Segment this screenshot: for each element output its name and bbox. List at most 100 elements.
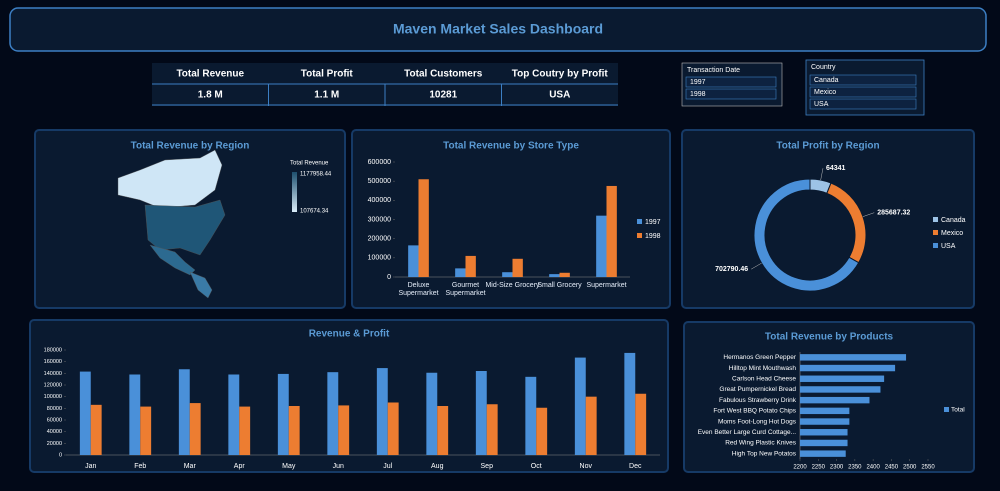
- leader-line: [862, 212, 875, 217]
- data-label: 64341: [826, 165, 846, 172]
- legend-label: USA: [941, 243, 956, 250]
- kpi-label: Top Coutry by Profit: [512, 69, 609, 80]
- x-tick-label: Sep: [481, 463, 494, 470]
- bar: [502, 272, 513, 277]
- bar: [90, 404, 102, 455]
- slicer-item[interactable]: [685, 76, 777, 88]
- bar: [624, 352, 636, 455]
- bar: [800, 354, 907, 361]
- y-tick-label: Fort West BBQ Potato Chips: [713, 408, 796, 415]
- y-tick-label: 80000: [47, 406, 62, 412]
- slicer-item-label[interactable]: 1997: [690, 79, 706, 86]
- y-tick-label: 200000: [368, 236, 391, 243]
- y-tick-label: 20000: [47, 441, 62, 447]
- chart-title: Total Revenue by Region: [131, 141, 250, 152]
- map-canada: [117, 149, 223, 209]
- y-tick-label: Fabulous Strawberry Drink: [719, 397, 797, 404]
- bar: [327, 372, 339, 455]
- y-tick-label: 0: [387, 274, 391, 281]
- y-tick-label: Great Pumpernickel Bread: [719, 386, 796, 393]
- bar: [387, 402, 399, 455]
- y-tick-label: 400000: [368, 197, 391, 204]
- bar: [606, 185, 617, 277]
- y-tick-label: Even Better Large Curd Cottage...: [698, 429, 796, 436]
- y-tick-label: 100000: [44, 394, 62, 400]
- slicer-item-label[interactable]: USA: [814, 101, 829, 108]
- legend-max: 1177958.44: [300, 172, 332, 178]
- x-tick-label: Aug: [431, 463, 444, 470]
- bar: [408, 245, 419, 277]
- donut-slice: [753, 178, 860, 292]
- bar: [455, 268, 466, 277]
- kpi-value: USA: [549, 90, 570, 101]
- data-label: 702790.46: [715, 266, 748, 273]
- bar: [635, 393, 647, 455]
- header-box: [9, 7, 987, 52]
- slicer-item[interactable]: [809, 86, 917, 98]
- data-label: 285687.32: [877, 210, 910, 217]
- bar: [800, 450, 846, 457]
- y-tick-label: Carlson Head Cheese: [732, 375, 796, 382]
- y-tick-label: 160000: [44, 359, 62, 365]
- legend-swatch: [637, 233, 642, 238]
- kpi-label: Total Revenue: [176, 69, 244, 80]
- bar: [800, 364, 896, 372]
- legend-swatch: [637, 219, 642, 224]
- map-mexico: [149, 244, 196, 276]
- legend-gradient: [292, 172, 297, 212]
- bar: [800, 418, 850, 425]
- x-tick-label: Jun: [333, 463, 344, 470]
- bar: [79, 371, 91, 455]
- map-central: [189, 271, 213, 299]
- bar: [800, 429, 848, 436]
- x-tick-label: Mid-Size Grocery: [485, 282, 540, 289]
- slicer-title: Transaction Date: [687, 67, 740, 74]
- y-tick-label: 0: [59, 452, 62, 458]
- bar: [376, 368, 388, 455]
- bar: [800, 396, 870, 404]
- y-tick-label: 600000: [368, 159, 391, 166]
- bar: [559, 272, 570, 277]
- legend-label: 1997: [645, 219, 661, 226]
- x-tick-label: Dec: [629, 463, 642, 470]
- bar: [536, 407, 548, 455]
- slicer-item[interactable]: [809, 98, 917, 110]
- y-tick-label: 180000: [44, 347, 62, 353]
- x-tick-label: Jul: [383, 463, 392, 470]
- chart-title: Revenue & Profit: [309, 329, 390, 340]
- bar: [178, 369, 190, 455]
- y-tick-label: 100000: [368, 255, 391, 262]
- x-tick-label: Small Grocery: [537, 282, 582, 289]
- slicer-title: Country: [811, 64, 836, 71]
- x-tick-label: Oct: [531, 463, 542, 470]
- bar: [585, 396, 597, 455]
- slicer-item[interactable]: [685, 88, 777, 100]
- y-tick-label: 300000: [368, 216, 391, 223]
- kpi-label: Total Profit: [301, 69, 354, 80]
- bar: [129, 374, 141, 455]
- slicer-item[interactable]: [809, 74, 917, 86]
- x-tick-label: 2200: [793, 465, 807, 471]
- bar: [549, 274, 560, 277]
- bar: [338, 405, 350, 455]
- bar: [277, 373, 289, 455]
- x-tick-label: 2300: [830, 465, 844, 471]
- bar: [525, 376, 537, 455]
- kpi-label: Total Customers: [404, 69, 483, 80]
- dashboard-title: Maven Market Sales Dashboard: [393, 21, 603, 37]
- slicer-item-label[interactable]: Mexico: [814, 89, 836, 96]
- slicer-item-label[interactable]: Canada: [814, 77, 839, 84]
- bar: [228, 374, 240, 455]
- map: [117, 149, 297, 299]
- bar: [288, 406, 300, 455]
- bar: [437, 406, 449, 455]
- legend-swatch: [944, 407, 949, 412]
- x-tick-label: Gourmet Supermarket: [445, 282, 486, 297]
- x-tick-label: Supermarket: [586, 282, 627, 289]
- chart-title: Total Revenue by Products: [765, 332, 894, 343]
- y-tick-label: Hilltop Mint Mouthwash: [729, 365, 797, 372]
- slicer-item-label[interactable]: 1998: [690, 91, 706, 98]
- y-tick-label: Red Wing Plastic Knives: [725, 440, 797, 447]
- x-tick-label: Deluxe Supermarket: [398, 282, 439, 297]
- legend-label: Mexico: [941, 230, 963, 237]
